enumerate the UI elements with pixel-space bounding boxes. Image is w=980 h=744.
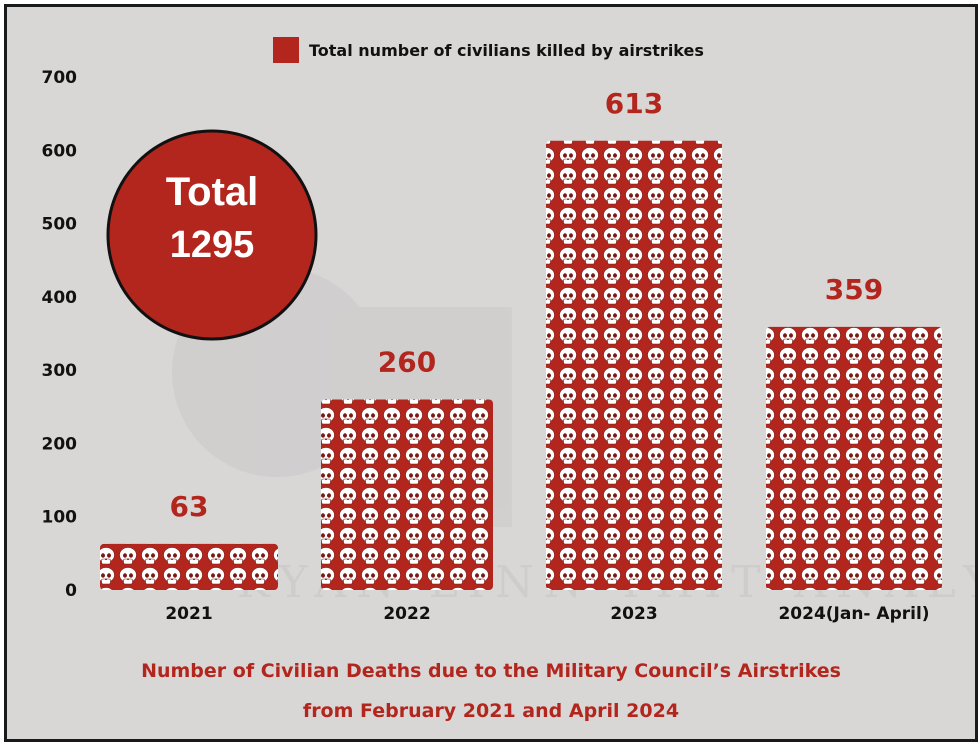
legend: Total number of civilians killed by airs… [273, 37, 704, 63]
bar-2023 [546, 140, 722, 590]
x-tick-label: 2024(Jan- April) [778, 604, 929, 624]
x-tick-label: 2022 [383, 604, 430, 624]
x-axis: 2021 2022 2023 2024(Jan- April) [165, 604, 929, 624]
value-label: 260 [378, 345, 436, 378]
bars [100, 140, 942, 590]
x-tick-label: 2021 [165, 604, 212, 624]
total-circle [106, 129, 318, 341]
y-tick-label: 500 [42, 215, 78, 235]
y-tick-label: 700 [42, 68, 78, 88]
x-tick-label: 2023 [610, 604, 657, 624]
y-axis: 0 100 200 300 400 500 600 700 [42, 68, 78, 601]
bar-2022 [321, 399, 493, 590]
y-tick-label: 100 [42, 508, 78, 528]
y-tick-label: 400 [42, 288, 78, 308]
legend-label: Total number of civilians killed by airs… [309, 41, 704, 60]
value-label: 613 [605, 87, 663, 120]
legend-swatch [273, 37, 299, 63]
total-badge: Total 1295 [106, 129, 318, 341]
y-tick-label: 0 [65, 581, 77, 601]
value-label: 63 [170, 490, 209, 523]
total-value: 1295 [170, 224, 255, 266]
total-label: Total [166, 170, 259, 214]
y-tick-label: 200 [42, 434, 78, 454]
chart-frame: KYAN LINN THIT ANALYTICA Total number of… [4, 4, 978, 742]
bar-2021 [100, 543, 278, 590]
y-tick-label: 600 [42, 141, 78, 161]
y-tick-label: 300 [42, 361, 78, 381]
bar-chart: KYAN LINN THIT ANALYTICA Total number of… [42, 37, 975, 722]
value-label: 359 [825, 273, 883, 306]
caption-line-2: from February 2021 and April 2024 [303, 700, 679, 722]
value-labels: 63 260 613 359 [170, 87, 884, 523]
bar-2024 [766, 326, 942, 590]
caption-line-1: Number of Civilian Deaths due to the Mil… [141, 660, 841, 682]
